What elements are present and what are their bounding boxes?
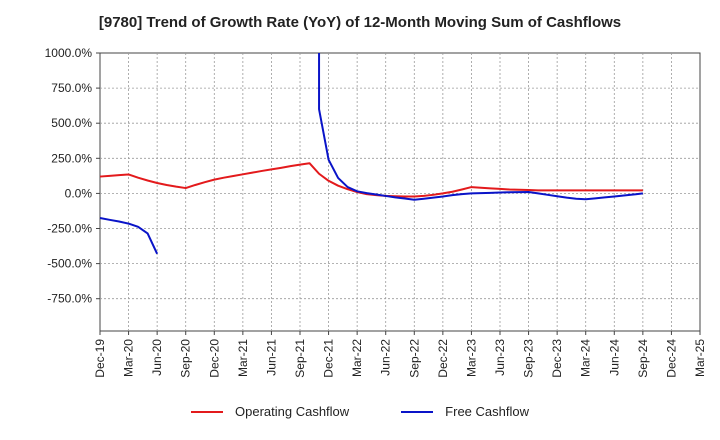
x-tick-label: Sep-22 <box>407 339 421 378</box>
plot-area <box>99 52 701 332</box>
chart-title: [9780] Trend of Growth Rate (YoY) of 12-… <box>98 14 622 31</box>
legend-item-free-cashflow: Free Cashflow <box>401 404 529 419</box>
x-tick-label: Dec-19 <box>93 339 107 378</box>
y-tick-label: -750.0% <box>47 292 92 306</box>
x-tick-label: Mar-21 <box>236 339 250 377</box>
x-tick-label: Sep-21 <box>293 339 307 378</box>
x-tick-label: Mar-23 <box>464 339 478 377</box>
x-tick-label: Jun-21 <box>264 339 278 376</box>
free-cashflow-line <box>318 53 643 201</box>
x-tick-label: Mar-25 <box>693 339 707 377</box>
free-cashflow-line <box>99 216 159 255</box>
y-tick-label: 250.0% <box>51 151 92 165</box>
x-tick-label: Dec-23 <box>550 339 564 378</box>
y-tick-label: 750.0% <box>51 81 92 95</box>
legend-swatch-free-cashflow <box>401 410 434 413</box>
y-tick-label: 500.0% <box>51 116 92 130</box>
x-tick-label: Dec-20 <box>207 339 221 378</box>
legend-label-operating-cashflow: Operating Cashflow <box>235 404 350 419</box>
x-tick-label: Dec-21 <box>322 339 336 378</box>
y-tick-label: 1000.0% <box>45 46 93 60</box>
x-tick-label: Jun-22 <box>379 339 393 376</box>
x-tick-label: Dec-24 <box>664 339 678 378</box>
y-tick-label: 0.0% <box>65 186 93 200</box>
legend-swatch-operating-cashflow <box>191 410 223 413</box>
legend-label-free-cashflow: Free Cashflow <box>445 404 529 419</box>
x-tick-label: Jun-24 <box>607 339 621 376</box>
y-tick-label: -500.0% <box>47 257 92 271</box>
chart-legend: Operating Cashflow Free Cashflow <box>0 404 720 419</box>
x-tick-label: Dec-22 <box>436 339 450 378</box>
legend-item-operating-cashflow: Operating Cashflow <box>191 404 349 419</box>
x-tick-label: Sep-23 <box>522 339 536 378</box>
x-tick-label: Mar-24 <box>579 339 593 377</box>
x-tick-label: Sep-24 <box>636 339 650 378</box>
x-tick-label: Mar-22 <box>350 339 364 377</box>
y-tick-label: -250.0% <box>47 222 92 236</box>
x-tick-label: Mar-20 <box>122 339 136 377</box>
x-tick-label: Jun-23 <box>493 339 507 376</box>
x-tick-label: Sep-20 <box>179 339 193 378</box>
x-tick-label: Jun-20 <box>150 339 164 376</box>
